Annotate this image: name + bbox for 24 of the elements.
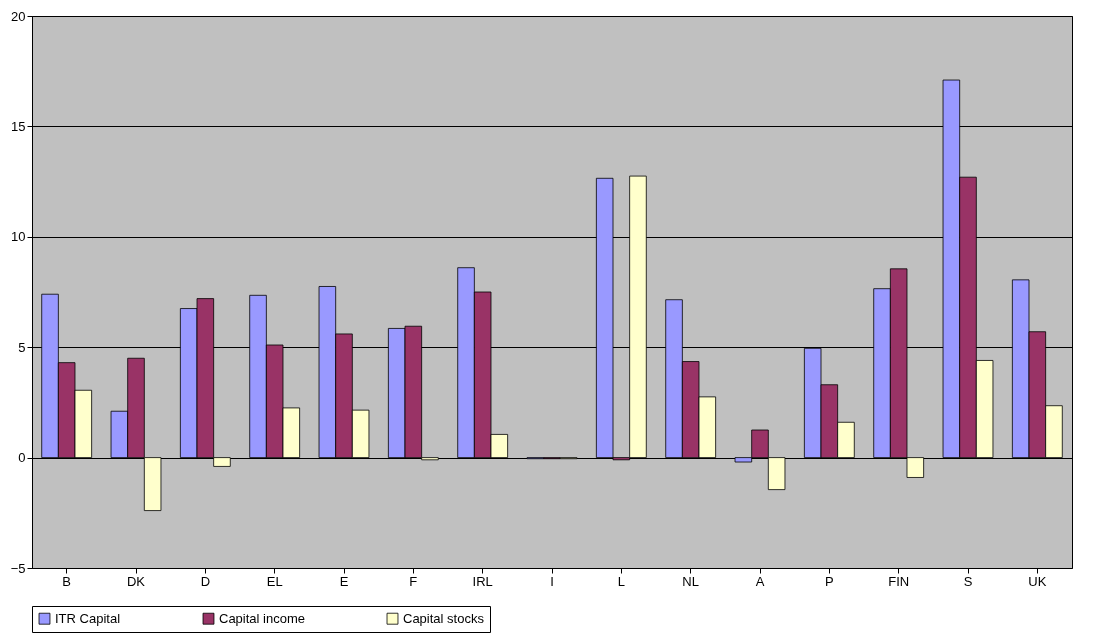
y-tick-label: 5	[18, 339, 26, 355]
x-tick-label: I	[550, 573, 554, 589]
x-tick-label: L	[617, 573, 625, 589]
x-tick-label: IRL	[472, 573, 493, 589]
y-tick-label: 20	[11, 8, 26, 24]
x-tick-label: A	[755, 573, 765, 589]
x-tick-label: NL	[682, 573, 699, 589]
legend-label: ITR Capital	[55, 610, 121, 626]
y-tick-label: 15	[11, 118, 26, 134]
x-tick-label: F	[409, 573, 418, 589]
x-tick-label: UK	[1028, 573, 1047, 589]
y-tick-label: 0	[18, 450, 26, 466]
legend-label: Capital stocks	[403, 610, 485, 626]
x-tick-label: P	[825, 573, 834, 589]
y-tick-label: −5	[10, 560, 26, 576]
x-tick-label: S	[963, 573, 973, 589]
x-tick-label: FIN	[888, 573, 910, 589]
legend-label: Capital income	[219, 610, 305, 626]
x-tick-label: DK	[126, 573, 146, 589]
x-tick-label: B	[62, 573, 71, 589]
y-tick-label: 10	[11, 229, 26, 245]
x-tick-label: D	[200, 573, 211, 589]
x-tick-label: EL	[266, 573, 283, 589]
x-tick-label: E	[339, 573, 349, 589]
